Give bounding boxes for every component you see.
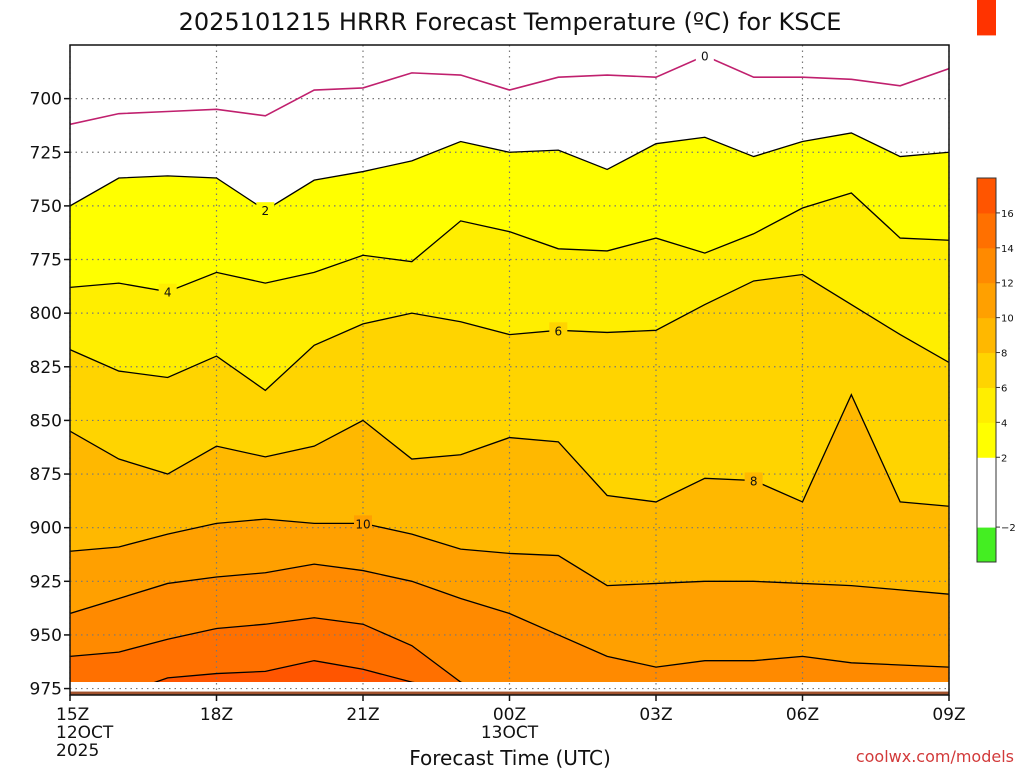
colorbar-tick-label: −2 [1001,523,1016,534]
colorbar-swatch [977,0,996,36]
x-tick-label: 18Z [200,705,233,725]
temp-band-0-to-2 [70,55,949,211]
isotherm-label-bg-10 [354,515,372,531]
y-tick-label: 825 [30,358,62,378]
x-tick-date-label: 13OCT [481,723,539,743]
isotherm-0 [70,54,949,126]
y-tick-label: 700 [30,90,62,110]
colorbar-tick-label: 6 [1001,383,1007,394]
y-tick-label: 900 [30,519,62,539]
colorbar-tick-label: 14 [1001,244,1014,255]
isotherm-lines: 0 2 4 6 8 10 [70,47,949,682]
isotherm-2 [70,132,949,211]
colorbar-swatch [977,492,996,528]
temp-band-above-16 [155,660,412,682]
y-tick-label: 950 [30,626,62,646]
y-tick-label: 875 [30,465,62,485]
isotherm-12 [70,563,949,668]
x-tick-year-label: 2025 [56,741,99,761]
colorbar-swatch [977,457,996,493]
colorbar-tick-label: 8 [1001,349,1007,360]
y-tick-label: 925 [30,572,62,592]
colorbar-swatch [977,212,996,249]
temp-band-6-to-8 [70,274,949,507]
colorbar-swatch [977,247,996,284]
ground-fill [70,691,949,695]
colorbar-swatch [977,352,996,388]
colorbar-border [976,177,997,563]
isotherm-16 [153,660,415,682]
y-axis-pressure-ticks: 700 725 750 775 800 825 850 875 900 925 950 975 [30,90,70,700]
y-tick-label: 750 [30,197,62,217]
y-tick-label: 775 [30,251,62,271]
isotherm-label-2: 2 [262,204,270,218]
isotherm-label-bg-2 [256,202,275,218]
isotherm-6 [70,273,949,392]
temp-band-4-to-6 [70,193,949,391]
chart-title: 2025101215 HRRR Forecast Temperature (ºC… [179,8,842,36]
colorbar-swatch [977,527,996,563]
isotherm-label-10: 10 [355,517,370,531]
colorbar-swatch [977,317,996,354]
isotherm-label-6: 6 [555,324,563,338]
y-tick-label: 850 [30,411,62,431]
x-tick-date-label: 12OCT [56,723,114,743]
colorbar-swatch [977,282,996,319]
x-tick-label: 00Z [493,705,526,725]
y-tick-label: 975 [30,680,62,700]
colorbar-swatch [977,387,996,423]
isotherm-label-bg-0 [695,47,714,63]
isotherm-label-0: 0 [701,50,709,64]
isotherm-label-4: 4 [164,286,172,300]
colorbar-tick-label: 12 [1001,279,1014,290]
temp-band-10-to-12 [70,519,949,668]
isotherm-label-bg-6 [549,322,568,338]
colorbar-tick-label: 2 [1001,453,1007,464]
x-axis-label: Forecast Time (UTC) [409,746,611,768]
isotherm-8 [70,393,949,507]
colorbar-swatch [977,178,996,214]
isotherm-label-bg-8 [744,472,763,488]
x-tick-label: 03Z [639,705,672,725]
y-tick-label: 800 [30,304,62,324]
temp-band-8-to-10 [70,394,949,595]
x-tick-label: 06Z [786,705,819,725]
isotherm-label-8: 8 [750,474,758,488]
ground-layer [70,691,949,695]
colorbar-tick-label: 4 [1001,418,1007,429]
x-tick-label: 15Z [56,705,89,725]
x-tick-label: 21Z [346,705,379,725]
temp-band-2-to-4 [70,132,949,292]
colorbar-tick-label: 16 [1001,209,1014,220]
credit-text: coolwx.com/models [856,747,1014,766]
isotherm-14 [70,617,463,682]
y-tick-label: 725 [30,143,62,163]
temperature-fill-bands [70,45,949,682]
colorbar-legend: −2 2 4 6 8 10 12 14 16 [976,0,1016,563]
isotherm-label-bg-4 [158,283,177,299]
x-tick-label: 09Z [932,705,965,725]
isotherm-10 [70,518,949,595]
colorbar-swatch [977,422,996,458]
colorbar-tick-label: 10 [1001,314,1014,325]
isotherm-4 [70,192,949,293]
